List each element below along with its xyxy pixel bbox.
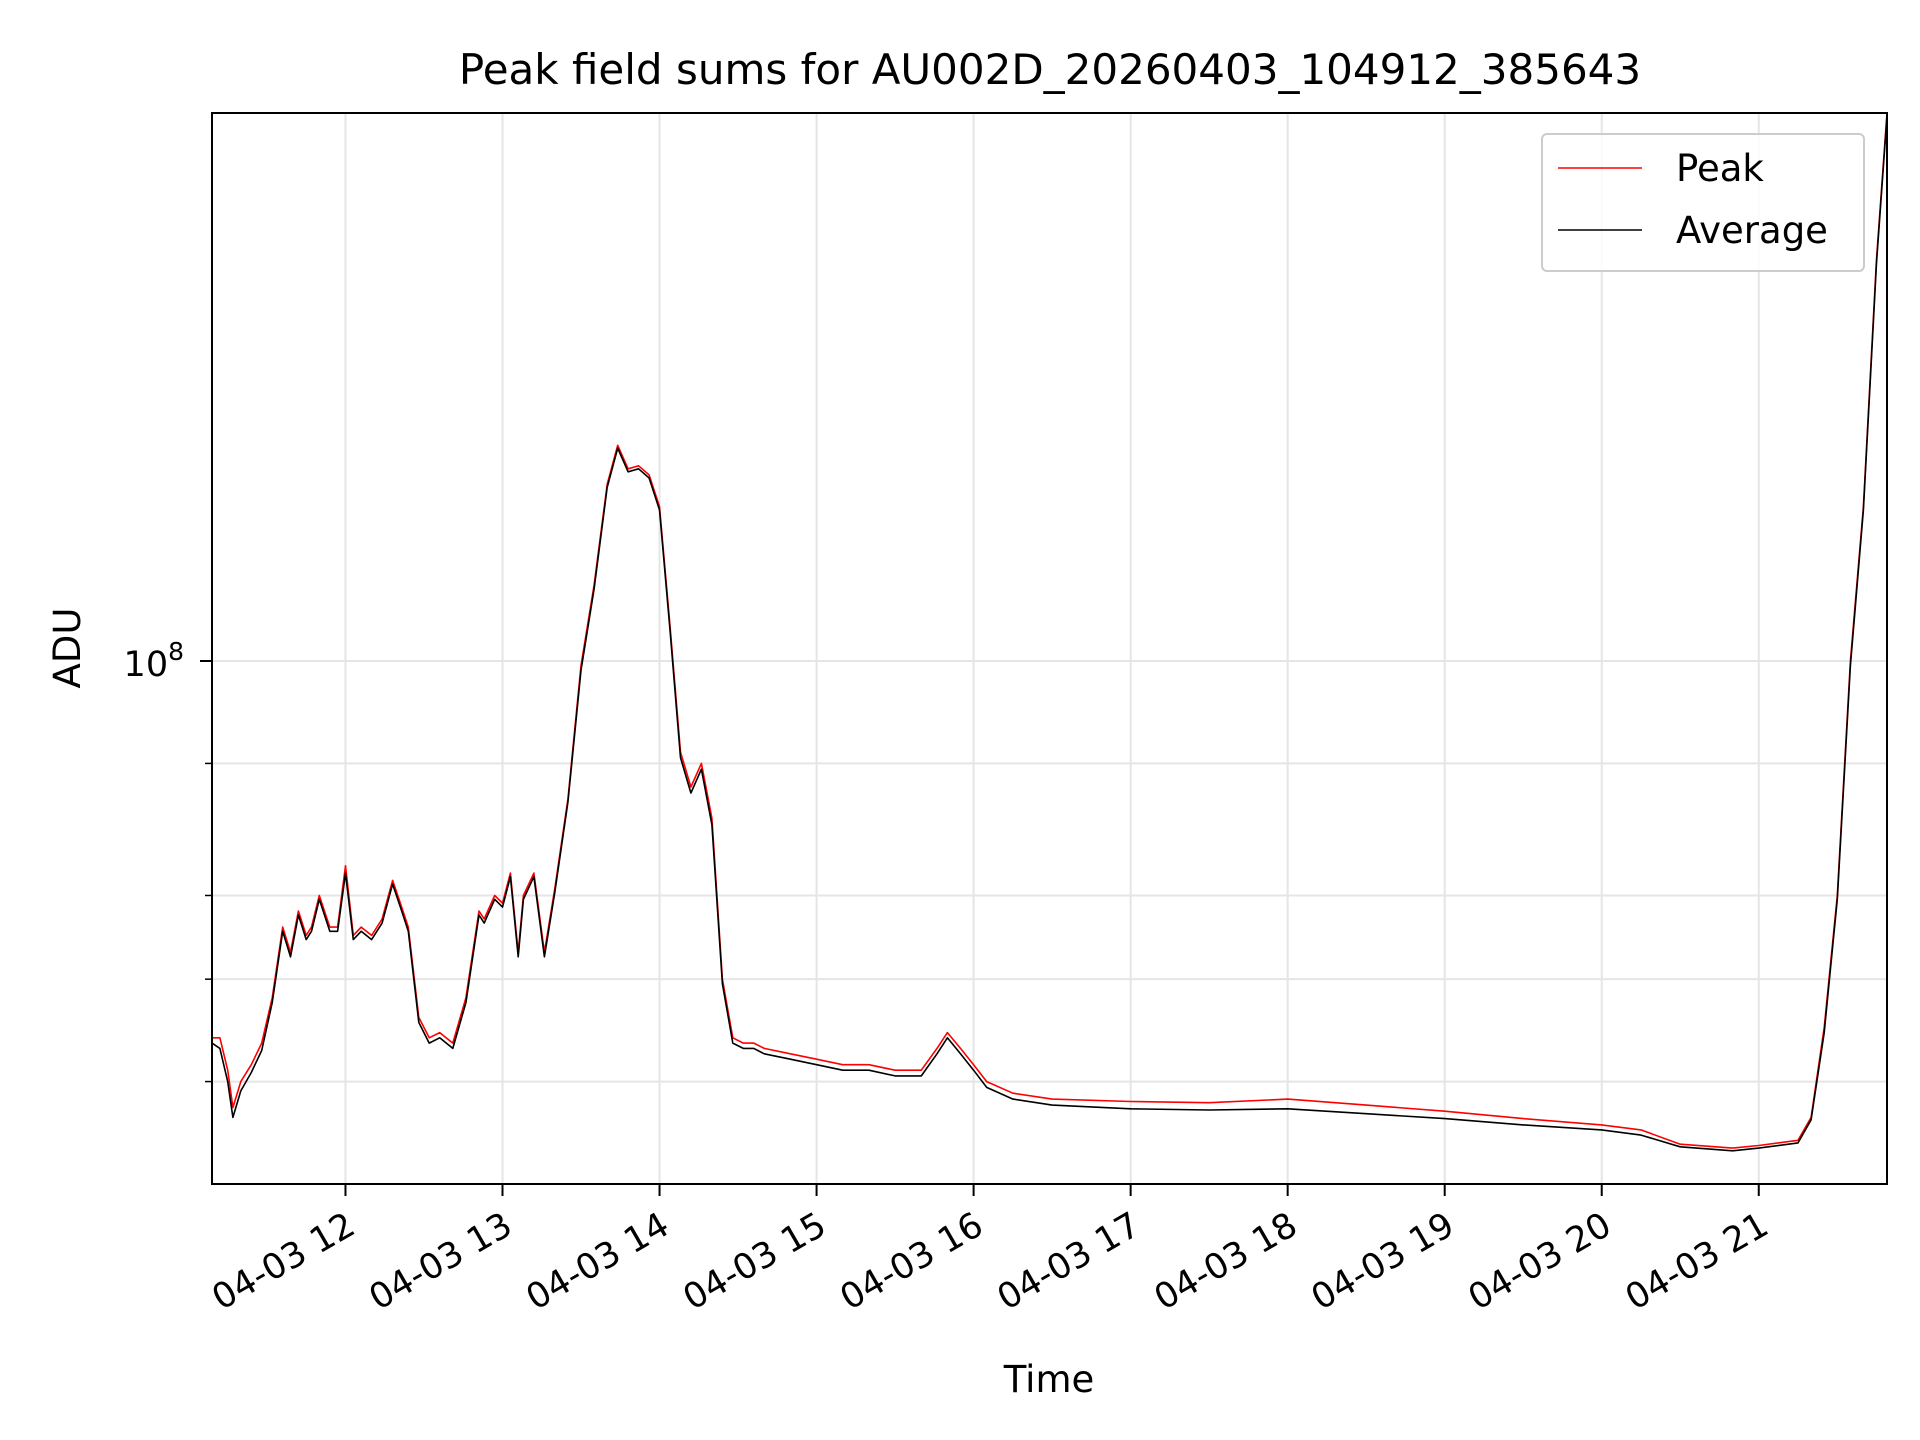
- plot-area-frame: [211, 112, 1888, 1185]
- y-axis-label: ADU: [46, 608, 89, 689]
- series-line-peak: [212, 112, 1888, 1149]
- y-tick-label: 108: [124, 637, 184, 685]
- grid: [212, 113, 1887, 1184]
- legend-label-peak: Peak: [1676, 147, 1764, 190]
- x-axis-label: Time: [1003, 1358, 1095, 1401]
- chart-title: Peak field sums for AU002D_20260403_1049…: [459, 45, 1641, 94]
- series-layer: [211, 112, 1888, 1152]
- legend-label-average: Average: [1676, 209, 1828, 252]
- y-axis: 108: [124, 637, 212, 1083]
- series-line-average: [211, 115, 1888, 1152]
- legend: Peak Average: [1541, 133, 1865, 272]
